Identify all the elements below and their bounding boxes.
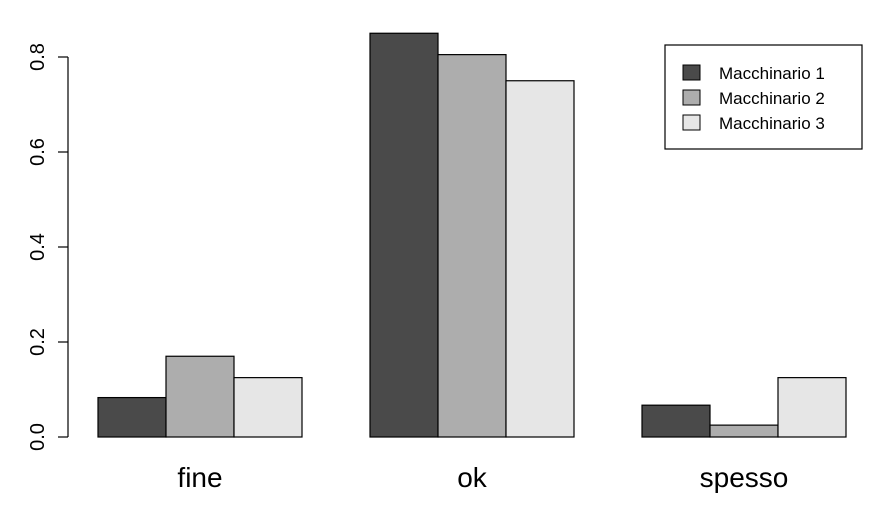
y-axis: 0.0 0.2 0.4 0.6 0.8	[27, 43, 69, 451]
bar-spesso-macchinario-2	[709, 424, 779, 438]
legend-swatch	[682, 89, 701, 106]
bar-fine-macchinario-1	[97, 396, 167, 438]
bar-fine-macchinario-3	[233, 377, 303, 438]
y-tick-label: 0.8	[27, 43, 49, 71]
bar-spesso-macchinario-1	[641, 404, 711, 438]
bar-ok-macchinario-1	[369, 32, 439, 438]
legend-label: Macchinario 1	[719, 64, 825, 83]
y-tick-label: 0.2	[27, 328, 49, 356]
legend-label: Macchinario 3	[719, 114, 825, 133]
y-tick-label: 0.6	[27, 138, 49, 166]
legend-swatch	[682, 64, 701, 81]
bar-spesso-macchinario-3	[777, 377, 847, 438]
category-label-fine: fine	[177, 462, 222, 493]
y-tick-label: 0.0	[27, 423, 49, 451]
category-label-ok: ok	[457, 462, 488, 493]
legend-label: Macchinario 2	[719, 89, 825, 108]
bar-fine-macchinario-2	[165, 355, 235, 438]
category-labels: fine ok spesso	[177, 462, 788, 493]
y-tick-label: 0.4	[27, 233, 49, 261]
legend: Macchinario 1 Macchinario 2 Macchinario 3	[664, 44, 863, 150]
bar-ok-macchinario-2	[437, 54, 507, 438]
category-label-spesso: spesso	[700, 462, 789, 493]
bars	[97, 32, 847, 438]
legend-swatch	[682, 114, 701, 131]
bar-ok-macchinario-3	[505, 80, 575, 438]
